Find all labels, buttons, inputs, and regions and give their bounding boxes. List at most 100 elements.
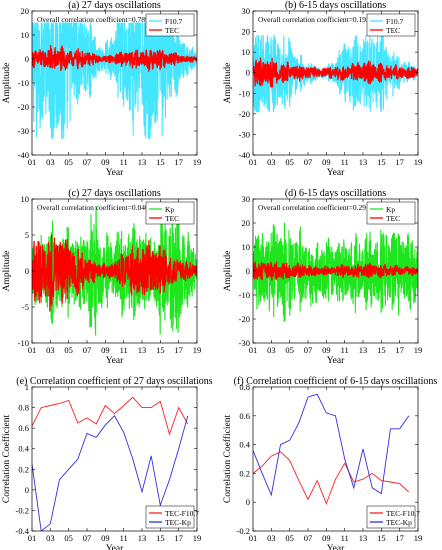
y-tick-label: -20 bbox=[239, 109, 250, 119]
x-axis-label: Year bbox=[327, 168, 345, 178]
y-tick-label: -0.2 bbox=[16, 505, 29, 515]
y-tick-label: 20 bbox=[242, 27, 251, 37]
x-tick-label: 03 bbox=[46, 345, 55, 355]
panel-title: (c) 27 days oscillations bbox=[68, 188, 161, 199]
x-tick-label: 11 bbox=[341, 533, 349, 543]
y-tick-label: 5 bbox=[25, 230, 29, 240]
x-tick-label: 15 bbox=[156, 345, 165, 355]
y-tick-label: 0.6 bbox=[239, 411, 250, 421]
panel-b: (b) 6-15 days oscillations -40 -30 -20 -10 01… bbox=[223, 0, 422, 178]
plot-layer bbox=[32, 22, 197, 139]
plot-layer bbox=[253, 35, 418, 113]
x-tick-label: 03 bbox=[267, 157, 276, 167]
x-tick-label: 07 bbox=[83, 533, 92, 543]
x-tick-label: 01 bbox=[249, 157, 258, 167]
panel-title: (b) 6-15 days oscillations bbox=[285, 0, 386, 11]
y-tick-label: -5 bbox=[22, 302, 29, 312]
series-kp-line bbox=[253, 222, 418, 322]
x-tick-label: 07 bbox=[83, 345, 92, 355]
y-tick-label: -10 bbox=[239, 290, 250, 300]
series-tec-line bbox=[253, 261, 418, 281]
legend-label: Kp bbox=[386, 205, 395, 214]
y-axis-label: Amplitude bbox=[2, 251, 12, 292]
x-tick-label: 17 bbox=[395, 533, 404, 543]
plot-layer bbox=[253, 393, 410, 505]
legend-label: TEC-F10.7 bbox=[165, 509, 199, 518]
panel-a: (a) 27 days oscillations-40-30-20-100102… bbox=[2, 0, 201, 178]
panel-title: (d) 6-15 days oscillations bbox=[285, 188, 386, 199]
x-tick-label: 13 bbox=[359, 157, 368, 167]
x-tick-label: 13 bbox=[359, 533, 368, 543]
panel-title: (e) Correlation coefficient of 27 days o… bbox=[16, 376, 213, 387]
y-tick-label: 1 bbox=[25, 382, 29, 392]
legend-label: Kp bbox=[165, 205, 174, 214]
y-tick-label: 20 bbox=[242, 218, 251, 228]
y-tick-label: 10 bbox=[21, 194, 30, 204]
legend-label: F10.7 bbox=[386, 17, 404, 26]
x-tick-label: 11 bbox=[341, 157, 349, 167]
x-tick-label: 19 bbox=[414, 157, 423, 167]
y-tick-label: 0.4 bbox=[239, 440, 250, 450]
x-tick-label: 19 bbox=[414, 345, 423, 355]
axes-frame bbox=[252, 10, 419, 156]
y-axis-label: Amplitude bbox=[2, 63, 12, 104]
y-axis-label: Amplitude bbox=[223, 63, 233, 104]
panel-f: (f) Correlation coefficient of 6-15 days… bbox=[222, 376, 437, 550]
x-tick-label: 17 bbox=[395, 345, 404, 355]
x-tick-label: 17 bbox=[174, 533, 183, 543]
y-tick-label: 0.2 bbox=[239, 468, 250, 478]
x-tick-label: 11 bbox=[120, 345, 128, 355]
x-tick-label: 15 bbox=[377, 157, 386, 167]
y-tick-label: -10 bbox=[239, 88, 250, 98]
panel-title: (f) Correlation coefficient of 6-15 days… bbox=[234, 376, 438, 387]
legend-label: TEC-Kp bbox=[165, 518, 191, 527]
y-tick-label: -10 bbox=[18, 78, 29, 88]
x-tick-label: 17 bbox=[174, 157, 183, 167]
y-tick-label: 10 bbox=[242, 242, 251, 252]
x-tick-label: 03 bbox=[267, 345, 276, 355]
x-tick-label: 09 bbox=[101, 345, 110, 355]
panel-title: (a) 27 days oscillations bbox=[68, 0, 161, 11]
x-tick-label: 01 bbox=[28, 157, 37, 167]
y-tick-label: -30 bbox=[239, 129, 250, 139]
x-tick-label: 11 bbox=[120, 157, 128, 167]
y-tick-label: -40 bbox=[18, 150, 29, 160]
plot-layer bbox=[32, 205, 197, 336]
x-tick-label: 19 bbox=[193, 533, 202, 543]
x-tick-label: 13 bbox=[138, 345, 147, 355]
y-tick-label: -30 bbox=[239, 338, 250, 348]
x-tick-label: 05 bbox=[285, 345, 294, 355]
x-tick-label: 03 bbox=[267, 533, 276, 543]
correlation-annotation: Overall correlation coefficient=0.789 bbox=[37, 15, 149, 24]
y-tick-label: 0 bbox=[25, 485, 29, 495]
x-tick-label: 11 bbox=[120, 533, 128, 543]
series-tec-kp-line bbox=[32, 415, 189, 531]
x-tick-label: 17 bbox=[395, 157, 404, 167]
y-axis-label: Amplitude bbox=[223, 251, 233, 292]
y-tick-label: 10 bbox=[242, 47, 251, 57]
x-tick-label: 09 bbox=[322, 157, 331, 167]
y-tick-label: -40 bbox=[239, 150, 250, 160]
x-tick-label: 09 bbox=[322, 533, 331, 543]
x-tick-label: 01 bbox=[28, 345, 37, 355]
x-tick-label: 05 bbox=[64, 345, 73, 355]
y-tick-label: 30 bbox=[242, 194, 251, 204]
x-tick-label: 07 bbox=[83, 157, 92, 167]
x-tick-label: 13 bbox=[138, 157, 147, 167]
x-axis-label: Year bbox=[106, 356, 124, 366]
panel-e: (e) Correlation coefficient of 27 days o… bbox=[1, 376, 213, 550]
y-tick-label: 0.6 bbox=[18, 423, 29, 433]
x-tick-label: 15 bbox=[156, 157, 165, 167]
x-tick-label: 15 bbox=[156, 533, 165, 543]
y-tick-label: 0.4 bbox=[18, 444, 29, 454]
y-tick-label: 0 bbox=[246, 497, 250, 507]
y-tick-label: -0.4 bbox=[16, 526, 30, 536]
x-tick-label: 19 bbox=[414, 533, 423, 543]
series-tec-line bbox=[32, 234, 197, 312]
y-axis-label: Correlation Coefficient bbox=[1, 415, 12, 504]
